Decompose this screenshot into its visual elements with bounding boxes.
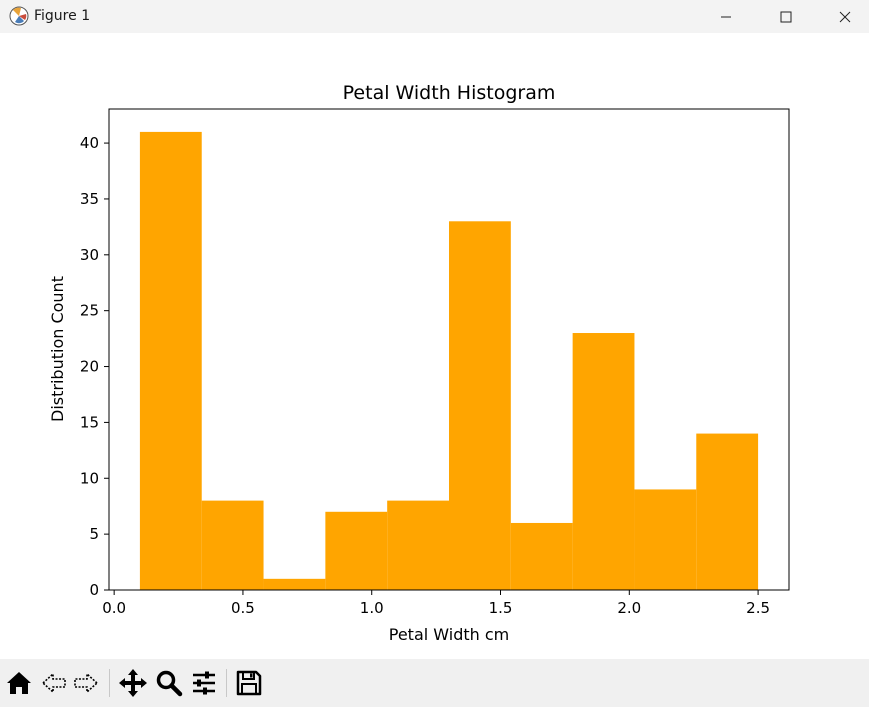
- histogram-chart: 0.0 0.5 1.0 1.5 2.0 2.5 0 5 10 15 20 25 30 35 40 Peta…: [48, 82, 790, 644]
- y-ticks-group: 0 5 10 15 20 25 30 35 40: [80, 134, 109, 599]
- close-icon: [839, 11, 851, 22]
- minimize-icon: [721, 16, 731, 17]
- pan-icon: [119, 669, 147, 697]
- configure-subplots-button[interactable]: [188, 667, 220, 699]
- x-tick-label: 1.5: [489, 599, 513, 617]
- histogram-bar: [572, 333, 635, 590]
- x-tick-label: 2.5: [746, 599, 770, 617]
- y-tick-label: 5: [89, 525, 99, 543]
- y-tick-label: 25: [80, 302, 99, 320]
- window-title: Figure 1: [34, 8, 91, 24]
- y-tick-label: 20: [80, 358, 99, 376]
- histogram-bar: [139, 131, 202, 590]
- toolbar-separator: [226, 669, 227, 697]
- maximize-icon: [780, 11, 792, 22]
- x-ticks-group: 0.0 0.5 1.0 1.5 2.0 2.5: [102, 590, 770, 617]
- home-button[interactable]: [3, 667, 35, 699]
- y-tick-label: 10: [80, 469, 99, 487]
- histogram-bar: [634, 489, 697, 590]
- pan-button[interactable]: [117, 667, 149, 699]
- chart-title: Petal Width Histogram: [343, 82, 556, 104]
- configure-subplots-icon: [193, 671, 215, 695]
- y-tick-label: 15: [80, 413, 99, 431]
- x-axis-label: Petal Width cm: [389, 625, 509, 644]
- y-tick-label: 40: [80, 134, 99, 152]
- histogram-bar: [325, 511, 388, 590]
- histogram-bar: [696, 433, 759, 590]
- close-button[interactable]: [822, 0, 868, 33]
- x-tick-label: 2.0: [617, 599, 641, 617]
- back-button[interactable]: [38, 667, 70, 699]
- zoom-button[interactable]: [153, 667, 185, 699]
- toolbar-separator: [109, 669, 110, 697]
- bars-group: [139, 131, 759, 591]
- x-tick-label: 0.0: [102, 599, 126, 617]
- histogram-bar: [387, 500, 449, 590]
- axes-frame: [108, 108, 790, 591]
- save-button[interactable]: [233, 667, 265, 699]
- y-tick-label: 35: [80, 190, 99, 208]
- y-axis-label: Distribution Count: [48, 276, 67, 422]
- title-bar: Figure 1: [0, 0, 869, 33]
- navigation-toolbar: [0, 659, 869, 707]
- y-tick-label: 0: [89, 581, 99, 599]
- y-tick-label: 30: [80, 246, 99, 264]
- x-tick-label: 1.0: [360, 599, 384, 617]
- zoom-icon: [156, 670, 183, 697]
- back-icon: [41, 672, 66, 694]
- app-icon: [9, 6, 29, 26]
- histogram-bar: [510, 522, 573, 590]
- forward-button[interactable]: [70, 667, 102, 699]
- forward-icon: [74, 672, 99, 694]
- histogram-bar: [263, 578, 326, 590]
- histogram-bar: [201, 500, 264, 590]
- x-tick-label: 0.5: [231, 599, 255, 617]
- histogram-bar: [449, 221, 511, 591]
- figure-canvas[interactable]: 0.0 0.5 1.0 1.5 2.0 2.5 0 5 10 15 20 25 30 35 40 Peta…: [0, 33, 869, 659]
- maximize-button[interactable]: [763, 0, 809, 33]
- home-icon: [7, 672, 31, 694]
- save-icon: [236, 670, 262, 696]
- minimize-button[interactable]: [703, 0, 749, 33]
